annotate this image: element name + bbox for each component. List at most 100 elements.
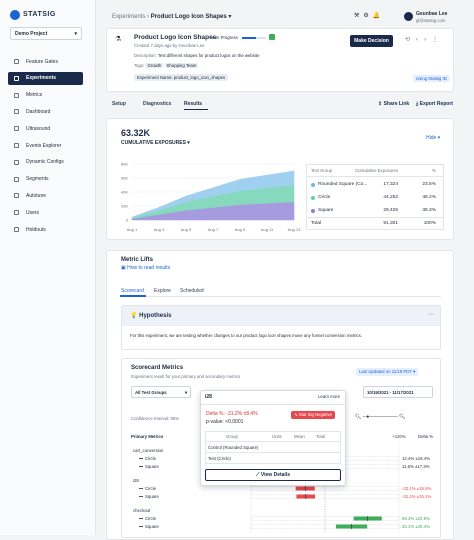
- tab[interactable]: Setup: [112, 101, 126, 107]
- nav-item[interactable]: Segments: [26, 176, 49, 183]
- label: Description:: [134, 53, 157, 58]
- text: View Details: [260, 472, 290, 478]
- learn-more[interactable]: Learn more: [318, 394, 340, 399]
- hypothesis-text: For this experiment, we are testing whet…: [130, 333, 362, 338]
- status-dot: ●: [212, 35, 216, 40]
- metric-lifts-title: Metric Lifts: [121, 257, 154, 263]
- delta-label: -32.1% ±15.5%: [402, 486, 432, 491]
- metric-tab[interactable]: Scheduled: [180, 288, 204, 294]
- zoom[interactable]: 🔍︎ ─●──────── 🔍︎: [355, 414, 406, 420]
- x-tick-label: Aug 3: [154, 227, 165, 232]
- export-report[interactable]: ⤓ Export Report: [416, 101, 453, 107]
- x-tick-label: Aug 13: [288, 227, 301, 232]
- popover-col: Total: [316, 434, 326, 439]
- nav-item[interactable]: Users: [26, 209, 40, 216]
- nav-item[interactable]: Experiments: [26, 75, 57, 82]
- last-updated: Last Updated on 11/19 PDT ▾: [356, 368, 419, 376]
- logo-icon: [10, 10, 20, 20]
- y-tick-label: 40K: [121, 190, 128, 195]
- hide[interactable]: Hide ▾: [426, 135, 441, 141]
- text: All Test Groups: [135, 390, 167, 395]
- delta-label: 11.6% ±17.3%: [402, 464, 430, 469]
- crumb[interactable]: Experiments: [112, 14, 146, 20]
- id-type: Using Statsig ID: [413, 75, 450, 82]
- nav-item[interactable]: Holdouts: [26, 226, 46, 233]
- nav-item[interactable]: Feature Gates: [26, 58, 58, 65]
- nav-item[interactable]: Ultrasound: [26, 125, 51, 132]
- exposure-table: [306, 164, 444, 230]
- delta-label: -31.2% ±15.1%: [402, 494, 432, 499]
- delta-label: 43.1% ±25.4%: [402, 524, 430, 529]
- hypothesis-title: 💡 Hypothesis: [130, 313, 172, 319]
- chevron: ▾: [74, 31, 77, 37]
- y-tick-label: 20K: [121, 204, 128, 209]
- table-cell: Rounded Square (Co...: [318, 182, 368, 187]
- nav-icon: [14, 210, 19, 216]
- header-title: Product Logo Icon Shapes: [134, 34, 217, 41]
- x-tick-label: Aug 1: [127, 227, 138, 232]
- nav-icon: [14, 143, 19, 148]
- nav-item[interactable]: Metrics: [26, 92, 43, 99]
- tab[interactable]: Results: [184, 101, 203, 107]
- status-text: In Progress: [215, 35, 238, 40]
- table-cell: 23.5%: [422, 182, 436, 187]
- avatar[interactable]: [404, 12, 413, 21]
- nav-icon: [14, 193, 19, 199]
- sig-badge: ⇘ Stat Sig Negative: [291, 411, 335, 419]
- delta-label: 69.3% ±22.8%: [402, 516, 430, 521]
- group-label: Circle: [145, 456, 157, 461]
- x-tick-label: Aug 11: [261, 227, 274, 232]
- tab-rule: [121, 296, 441, 297]
- metric-tab[interactable]: Scorecard: [121, 288, 144, 294]
- project-select[interactable]: Demo Project ▾: [10, 27, 82, 40]
- placeholder: [250, 486, 400, 491]
- view-details[interactable]: ⟋ View Details: [205, 469, 341, 481]
- label: Tags:: [134, 63, 145, 68]
- delta-header: Delta %: [418, 434, 434, 439]
- tag[interactable]: Shopping Team: [164, 63, 199, 68]
- nav-item[interactable]: Autotune: [26, 192, 47, 199]
- user-name: Geunbae Lee: [416, 11, 448, 17]
- hypothesis-menu[interactable]: ⋯: [428, 312, 434, 318]
- area: [131, 170, 295, 219]
- text: How to read results: [127, 265, 171, 271]
- y-tick-label: 0: [126, 218, 129, 223]
- table-header: Cumulative Exposures: [355, 168, 398, 173]
- metric-tab-underline: [120, 295, 146, 297]
- popover-rule: [206, 441, 340, 442]
- popover-col: Mean: [294, 434, 305, 439]
- group-label: Circle: [145, 516, 157, 521]
- sidebar: [0, 0, 96, 535]
- metric-tab[interactable]: Explore: [154, 288, 171, 294]
- make-decision[interactable]: Make Decision: [350, 35, 393, 47]
- help-link[interactable]: ▣ How to read results: [121, 265, 171, 271]
- popover-rule: [206, 452, 340, 453]
- x-tick-label: Aug 7: [208, 227, 219, 232]
- exposure-title: CUMULATIVE EXPOSURES ▾: [121, 140, 190, 146]
- header-icons[interactable]: ⟲‹›⋮: [405, 37, 445, 43]
- table-cell: 38.3%: [422, 208, 436, 213]
- experiment-name: Experiment Name: product_logo_icon_shape…: [134, 74, 229, 81]
- placeholder: [250, 516, 400, 521]
- separator: ›: [145, 14, 151, 20]
- table-cell: Square: [318, 208, 334, 213]
- nav-item[interactable]: Dashboard: [26, 108, 51, 115]
- tag[interactable]: Growth: [145, 63, 164, 68]
- text: Hide: [426, 135, 437, 141]
- group-select[interactable]: All Test Groups ▾: [131, 386, 191, 398]
- table-cell: 44,252: [383, 195, 398, 200]
- tags: Tags: Growth Shopping Team: [134, 63, 199, 68]
- nav-icon: [14, 126, 19, 132]
- user-email: gl@statsig.com: [416, 18, 446, 23]
- share-link[interactable]: ⇪ Share Link: [378, 101, 410, 107]
- nav-item[interactable]: Events Explorer: [26, 142, 62, 149]
- status-check: [269, 34, 275, 40]
- y-tick-label: 60K: [121, 176, 128, 181]
- x-tick-label: Aug 9: [235, 227, 246, 232]
- tab[interactable]: Diagnostics: [143, 101, 172, 107]
- text: Export Report: [419, 101, 453, 107]
- date-range[interactable]: 10/19/2021 - 11/17/2021: [363, 386, 433, 398]
- nav-item[interactable]: Dynamic Configs: [26, 159, 64, 166]
- table-header: %: [432, 168, 436, 173]
